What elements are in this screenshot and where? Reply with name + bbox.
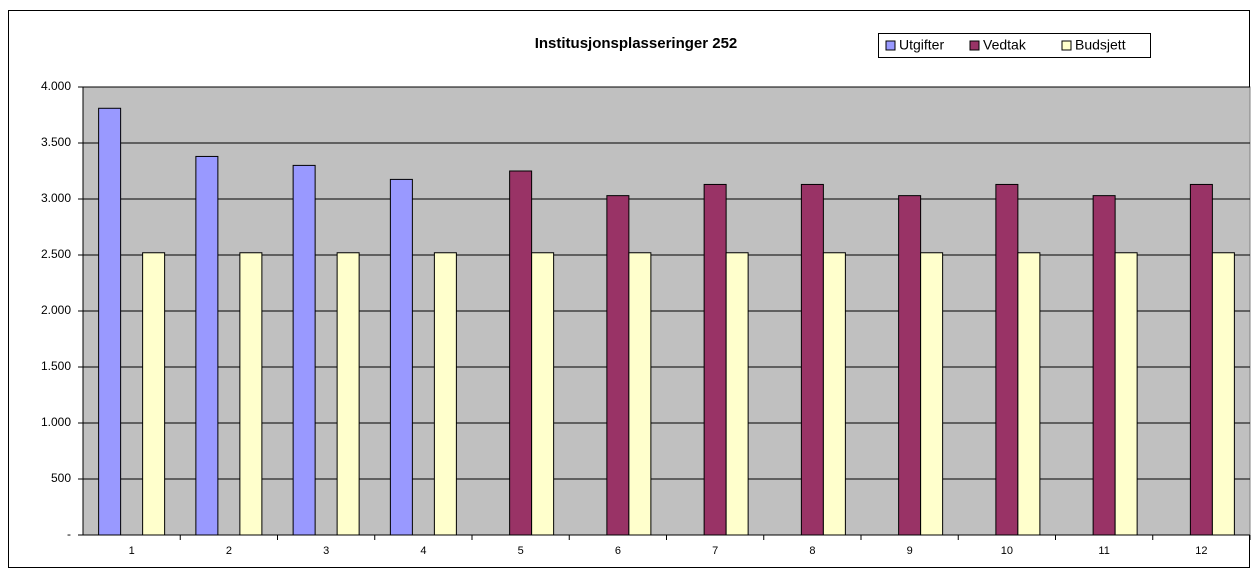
x-tick-label: 2 <box>226 545 232 557</box>
y-tick-label: 2.500 <box>41 247 71 261</box>
bar <box>703 183 727 536</box>
y-tick-label: 3.500 <box>41 135 71 149</box>
bar <box>531 252 555 536</box>
legend-box <box>878 33 1151 58</box>
x-tick-label: 1 <box>129 545 135 557</box>
bar <box>433 252 457 536</box>
x-tick-label: 6 <box>615 545 621 557</box>
x-tick-label: 7 <box>712 545 718 557</box>
bar <box>1211 252 1235 536</box>
bar <box>142 252 166 536</box>
bar <box>1092 195 1116 536</box>
bar <box>336 252 360 536</box>
bar <box>292 164 316 536</box>
bar <box>822 252 846 536</box>
y-tick-label: - <box>67 527 71 541</box>
x-tick-label: 12 <box>1195 545 1207 557</box>
x-tick-label: 5 <box>518 545 524 557</box>
y-tick-label: 4.000 <box>41 79 71 93</box>
bar <box>725 252 749 536</box>
bar <box>606 195 630 536</box>
x-tick-label: 10 <box>1001 545 1013 557</box>
y-tick-label: 1.000 <box>41 415 71 429</box>
bar <box>898 195 922 536</box>
bar <box>389 178 413 536</box>
x-tick-label: 11 <box>1098 545 1109 557</box>
legend-swatch <box>969 40 980 51</box>
legend-label: Vedtak <box>983 37 1027 53</box>
chart-title: Institusjonsplasseringer 252 <box>535 35 738 52</box>
legend-label: Utgifter <box>899 37 944 53</box>
bar <box>1114 252 1138 536</box>
bar <box>1189 183 1213 536</box>
x-tick-label: 4 <box>420 545 426 557</box>
legend-swatch <box>1061 40 1072 51</box>
bar <box>920 252 944 536</box>
legend-label: Budsjett <box>1075 37 1126 53</box>
x-tick-label: 3 <box>323 545 329 557</box>
bar <box>995 183 1019 536</box>
x-tick-label: 8 <box>809 545 815 557</box>
bar <box>1017 252 1041 536</box>
bar <box>509 170 533 536</box>
x-tick-label: 9 <box>907 545 913 557</box>
bar <box>800 183 824 536</box>
y-tick-label: 3.000 <box>41 191 71 205</box>
y-tick-label: 500 <box>51 471 71 485</box>
y-tick-label: 1.500 <box>41 359 71 373</box>
bar <box>195 155 219 536</box>
bar <box>239 252 263 536</box>
legend-swatch <box>885 40 896 51</box>
bar <box>98 107 122 536</box>
y-tick-label: 2.000 <box>41 303 71 317</box>
bar <box>628 252 652 536</box>
